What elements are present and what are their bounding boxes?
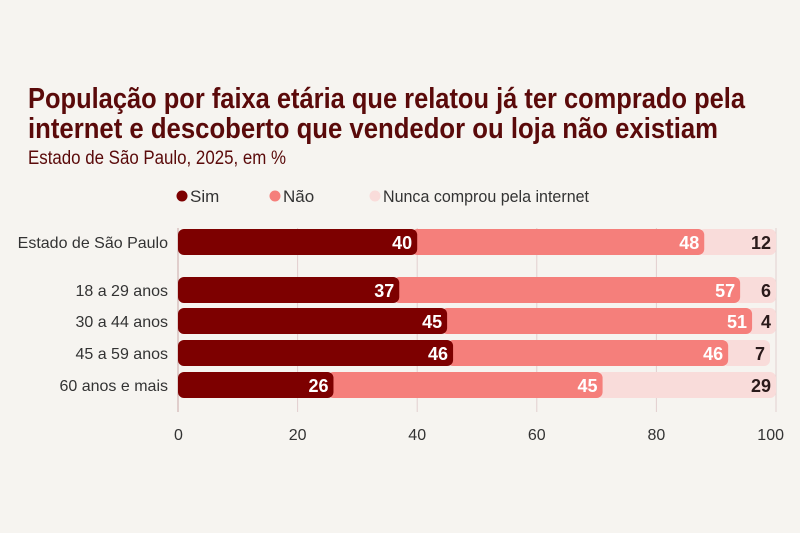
data-label: 40 <box>392 233 412 253</box>
bar-segment <box>596 372 776 398</box>
bar-segment <box>698 229 776 255</box>
legend-swatch <box>269 190 281 202</box>
data-label: 57 <box>715 281 735 301</box>
bar-segment <box>178 340 454 366</box>
data-label: 48 <box>679 233 699 253</box>
category-label: 45 a 59 anos <box>75 346 168 363</box>
data-label: 6 <box>761 281 771 301</box>
category-label: Estado de São Paulo <box>18 235 168 252</box>
data-label: 29 <box>751 376 771 396</box>
data-label: 51 <box>727 312 747 332</box>
bar-segment <box>734 277 776 303</box>
legend: Sim Não Nunca comprou pela internet <box>176 187 589 206</box>
data-label: 45 <box>578 376 598 396</box>
data-label: 37 <box>374 281 394 301</box>
x-tick-label: 60 <box>528 427 546 444</box>
legend-label: Não <box>283 187 314 206</box>
category-labels: Estado de São Paulo 18 a 29 anos 30 a 44 a… <box>18 235 168 395</box>
data-label: 4 <box>761 312 771 332</box>
bar-segment <box>441 308 753 334</box>
data-label: 46 <box>703 344 723 364</box>
bar-segment <box>327 372 603 398</box>
bar-segment <box>178 372 334 398</box>
chart-title-line-1: População por faixa etária que relatou j… <box>28 83 746 115</box>
data-label: 7 <box>755 344 765 364</box>
category-label: 18 a 29 anos <box>75 283 168 300</box>
x-axis-ticks: 0 20 40 60 80 100 <box>174 427 784 444</box>
bar-segment <box>178 277 400 303</box>
legend-swatch <box>176 190 188 202</box>
category-label: 30 a 44 anos <box>75 314 168 331</box>
bar-segment <box>178 229 418 255</box>
legend-label: Sim <box>190 187 219 206</box>
x-tick-label: 100 <box>757 427 784 444</box>
chart-subtitle: Estado de São Paulo, 2025, em % <box>28 148 286 169</box>
data-label: 45 <box>422 312 442 332</box>
x-tick-label: 0 <box>174 427 183 444</box>
bar-segment <box>746 308 776 334</box>
chart-title-line-2: internet e descoberto que vendedor ou lo… <box>28 113 718 145</box>
category-label: 60 anos e mais <box>59 378 168 395</box>
data-label: 46 <box>428 344 448 364</box>
data-label: 26 <box>308 376 328 396</box>
bar-segment <box>447 340 729 366</box>
legend-label: Nunca comprou pela internet <box>383 187 589 206</box>
x-tick-label: 40 <box>408 427 426 444</box>
bar-segment <box>411 229 705 255</box>
x-tick-label: 20 <box>289 427 307 444</box>
data-label: 12 <box>751 233 771 253</box>
legend-swatch <box>369 190 381 202</box>
bar-segment <box>178 308 448 334</box>
bar-segment <box>393 277 741 303</box>
bars: 40 48 12 37 57 6 45 51 4 46 46 7 26 45 29 <box>178 229 776 398</box>
x-tick-label: 80 <box>648 427 666 444</box>
bar-segment <box>722 340 771 366</box>
